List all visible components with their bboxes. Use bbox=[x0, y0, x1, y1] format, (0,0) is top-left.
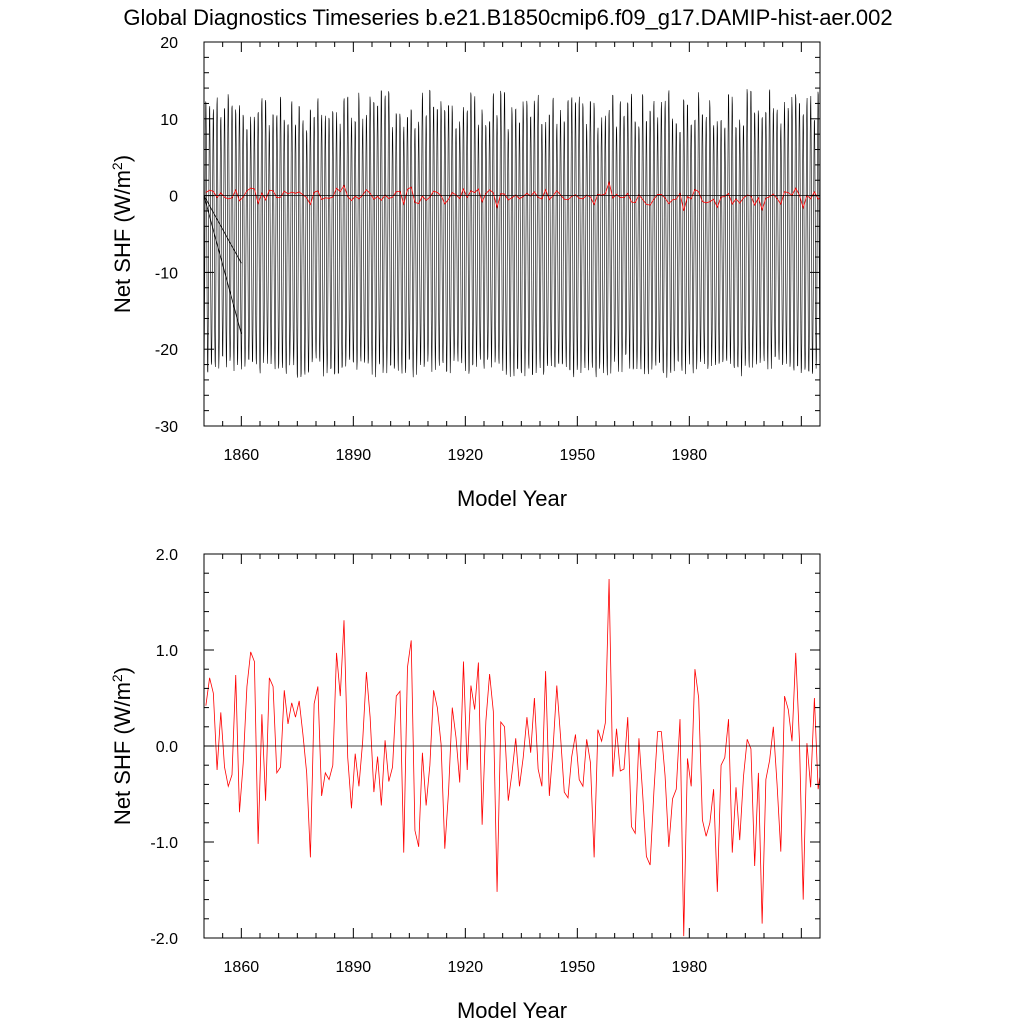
top-y-axis-title-superscript: 2 bbox=[109, 162, 125, 170]
x-tick-label: 1920 bbox=[448, 447, 484, 464]
x-tick-label: 1860 bbox=[224, 959, 260, 976]
x-tick-label: 1890 bbox=[336, 447, 372, 464]
bottom-x-axis-title: Model Year bbox=[457, 998, 567, 1023]
trend-line bbox=[204, 195, 242, 334]
bottom-y-axis-title-main: Net SHF (W/m bbox=[110, 682, 135, 825]
x-tick-label: 1980 bbox=[672, 447, 708, 464]
y-tick-label: 0.0 bbox=[156, 739, 178, 756]
x-tick-label: 1890 bbox=[336, 959, 372, 976]
annual-mean-line bbox=[205, 578, 820, 937]
x-tick-label: 1860 bbox=[224, 447, 260, 464]
y-tick-label: 1.0 bbox=[156, 643, 178, 660]
bottom-panel: 1860 1890 1920 1950 1980 2.0 1.0 0.0 -1.0 -2.0 Mo… bbox=[109, 547, 821, 1023]
top-plot-frame bbox=[203, 41, 821, 427]
y-tick-label: 2.0 bbox=[156, 547, 178, 564]
annual-mean-line bbox=[205, 180, 820, 212]
top-y-axis-title-close: ) bbox=[110, 155, 135, 162]
top-y-axis-title: Net SHF (W/m2) bbox=[109, 155, 135, 313]
x-tick-label: 1950 bbox=[560, 959, 596, 976]
figure-title: Global Diagnostics Timeseries b.e21.B185… bbox=[123, 5, 892, 30]
bottom-y-axis-title: Net SHF (W/m2) bbox=[109, 667, 135, 825]
y-tick-label: 20 bbox=[160, 35, 178, 52]
y-tick-label: -2.0 bbox=[150, 931, 178, 948]
top-x-axis-title: Model Year bbox=[457, 486, 567, 511]
top-plot-data bbox=[204, 89, 820, 378]
monthly-series-line bbox=[204, 89, 820, 378]
y-tick-label: -30 bbox=[155, 419, 178, 436]
y-tick-label: -1.0 bbox=[150, 835, 178, 852]
x-tick-label: 1920 bbox=[448, 959, 484, 976]
bottom-y-axis-title-superscript: 2 bbox=[109, 674, 125, 682]
x-tick-label: 1950 bbox=[560, 447, 596, 464]
y-tick-label: 10 bbox=[160, 112, 178, 129]
x-tick-label: 1980 bbox=[672, 959, 708, 976]
trend-line bbox=[204, 195, 242, 264]
top-y-axis-title-main: Net SHF (W/m bbox=[110, 170, 135, 313]
y-tick-label: -10 bbox=[155, 265, 178, 282]
y-tick-label: -20 bbox=[155, 342, 178, 359]
bottom-y-axis-title-close: ) bbox=[110, 667, 135, 674]
bottom-plot-data bbox=[205, 578, 820, 937]
y-tick-label: 0 bbox=[169, 189, 178, 206]
bottom-ticks: 1860 1890 1920 1950 1980 2.0 1.0 0.0 -1.0 -2.0 bbox=[150, 547, 821, 976]
